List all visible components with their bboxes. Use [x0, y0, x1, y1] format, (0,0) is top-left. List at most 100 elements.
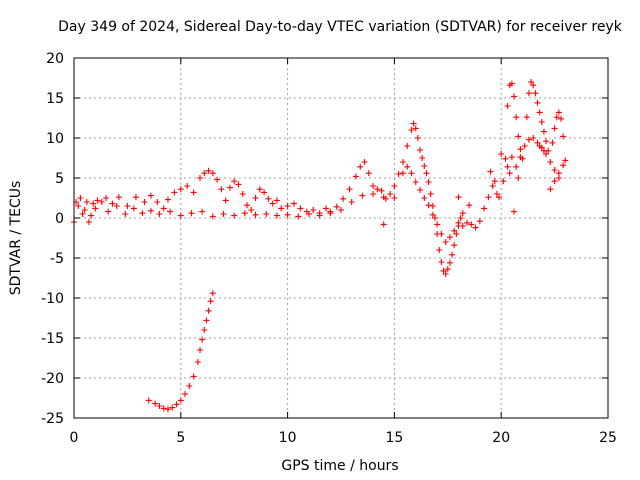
- data-point: [160, 205, 167, 212]
- data-point: [199, 208, 206, 215]
- data-point: [417, 147, 424, 153]
- y-tick-label: -5: [50, 251, 64, 267]
- data-point: [346, 186, 353, 193]
- data-point: [534, 139, 541, 146]
- data-point: [241, 210, 248, 217]
- data-point: [92, 205, 99, 212]
- series-oscillation: [387, 120, 500, 277]
- data-point: [139, 210, 146, 217]
- data-point: [521, 143, 528, 149]
- x-tick-label: 10: [279, 430, 297, 446]
- data-point: [427, 191, 434, 197]
- data-point: [485, 194, 492, 201]
- data-point: [273, 197, 280, 204]
- data-point: [425, 179, 432, 185]
- data-point: [231, 212, 238, 219]
- data-point: [323, 205, 330, 212]
- data-point: [209, 290, 216, 297]
- data-point: [203, 317, 210, 324]
- data-point: [231, 178, 238, 185]
- data-point: [184, 183, 191, 189]
- data-point: [88, 212, 95, 219]
- y-tick-label: 0: [55, 211, 64, 227]
- data-points: [71, 79, 569, 413]
- data-point: [515, 133, 522, 140]
- data-point: [421, 163, 428, 169]
- data-point: [83, 199, 90, 205]
- data-point: [316, 210, 323, 217]
- data-point: [124, 203, 131, 209]
- data-point: [201, 170, 208, 177]
- data-point: [327, 208, 334, 215]
- data-point: [543, 138, 550, 145]
- data-point: [169, 404, 176, 411]
- y-tick-label: 20: [46, 51, 64, 67]
- data-point: [222, 197, 229, 204]
- data-point: [472, 224, 479, 231]
- data-point: [194, 359, 201, 365]
- data-point: [156, 211, 163, 217]
- data-point: [408, 127, 415, 133]
- data-point: [348, 199, 355, 205]
- data-point: [489, 183, 496, 189]
- data-point: [506, 170, 513, 177]
- data-point: [421, 195, 428, 201]
- data-point: [466, 202, 473, 209]
- data-point: [412, 125, 419, 132]
- data-point: [177, 186, 184, 193]
- data-point: [444, 266, 451, 273]
- data-point: [359, 192, 366, 199]
- data-point: [429, 203, 436, 209]
- data-point: [197, 347, 204, 353]
- data-point: [523, 114, 530, 121]
- data-point: [297, 205, 304, 212]
- data-point: [256, 186, 263, 193]
- data-point: [85, 219, 92, 225]
- data-point: [164, 406, 171, 413]
- data-point: [214, 176, 221, 183]
- data-point: [419, 155, 426, 161]
- data-point: [226, 184, 233, 191]
- data-point: [113, 203, 120, 209]
- x-tick-label: 0: [70, 430, 79, 446]
- data-point: [538, 119, 545, 125]
- data-point: [464, 219, 471, 226]
- data-point: [399, 159, 406, 165]
- data-point: [562, 157, 569, 164]
- data-point: [244, 202, 251, 209]
- data-point: [455, 194, 462, 201]
- data-point: [515, 175, 522, 181]
- data-point: [442, 239, 449, 245]
- data-point: [508, 154, 515, 161]
- data-point: [122, 211, 129, 217]
- data-point: [453, 231, 460, 237]
- data-point: [303, 208, 310, 215]
- data-point: [252, 211, 259, 218]
- data-point: [284, 211, 291, 218]
- data-point: [446, 234, 453, 241]
- data-point: [560, 162, 567, 169]
- data-point: [560, 133, 567, 140]
- data-point: [455, 219, 462, 226]
- data-point: [442, 271, 449, 277]
- data-point: [525, 90, 532, 97]
- data-point: [273, 212, 280, 219]
- data-point: [459, 210, 466, 217]
- data-point: [431, 215, 438, 221]
- data-point: [551, 167, 558, 173]
- data-point: [205, 307, 212, 314]
- data-point: [167, 208, 174, 215]
- chart-title: Day 349 of 2024, Sidereal Day-to-day VTE…: [58, 19, 623, 35]
- data-point: [412, 179, 419, 185]
- data-point: [513, 114, 520, 121]
- data-point: [263, 211, 270, 217]
- data-point: [395, 171, 402, 177]
- data-point: [147, 192, 154, 199]
- y-tick-label: 10: [46, 131, 64, 147]
- data-point: [90, 200, 97, 207]
- series-late: [487, 79, 569, 215]
- series-loops: [73, 159, 389, 228]
- data-point: [429, 211, 436, 218]
- data-point: [496, 194, 503, 201]
- data-point: [555, 170, 562, 177]
